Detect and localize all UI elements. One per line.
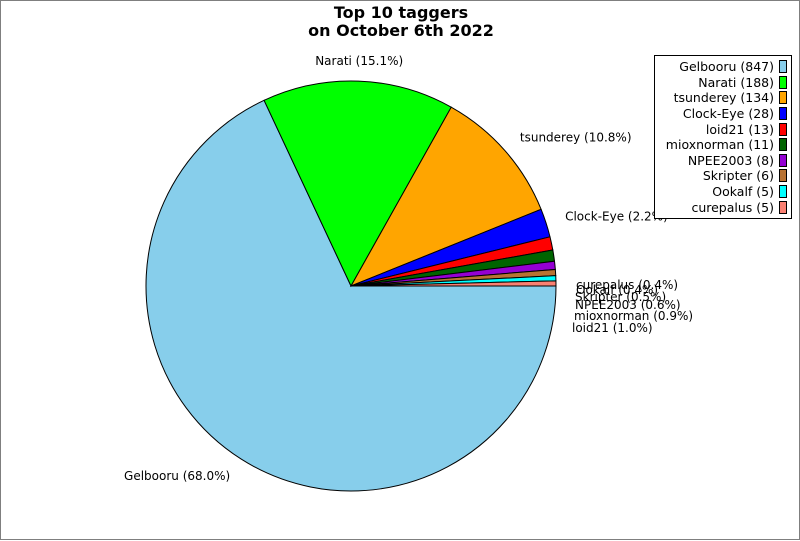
legend-swatch: [779, 107, 787, 121]
legend-label: Narati (188): [698, 74, 774, 90]
pie-slice-gelbooru: [145, 99, 557, 492]
pie-slice-narati: [263, 80, 452, 288]
legend-item-curepalus: curepalus (5): [655, 199, 787, 215]
legend-item-skripter: Skripter (6): [655, 168, 787, 184]
legend-swatch: [779, 169, 787, 183]
legend-label: Skripter (6): [702, 168, 774, 184]
legend-item-ookalf: Ookalf (5): [655, 184, 787, 200]
slice-label-loid21: loid21 (1.0%): [572, 321, 653, 335]
legend: Gelbooru (847) Narati (188) tsunderey (134…: [654, 55, 792, 219]
legend-item-loid21: loid21 (13): [655, 121, 787, 137]
slice-label-curepalus: curepalus (0.4%): [576, 278, 678, 292]
slice-label-gelbooru: Gelbooru (68.0%): [124, 469, 230, 483]
legend-swatch: [779, 200, 787, 214]
slice-label-ookalf: Ookalf (0.4%): [576, 283, 658, 297]
legend-label: Clock-Eye (28): [682, 106, 774, 122]
slice-label-mioxnorman: mioxnorman (0.9%): [574, 309, 693, 323]
legend-swatch: [779, 75, 787, 89]
slice-label-skripter: Skripter (0.5%): [575, 290, 666, 304]
slice-label-clock-eye: Clock-Eye (2.2%): [565, 210, 668, 224]
legend-label: Ookalf (5): [712, 184, 774, 200]
legend-item-tsunderey: tsunderey (134): [655, 90, 787, 106]
legend-swatch: [779, 91, 787, 105]
slice-label-tsunderey: tsunderey (10.8%): [520, 130, 632, 144]
slice-label-narati: Narati (15.1%): [315, 54, 403, 68]
pie-slice-curepalus: [350, 280, 557, 287]
slice-label-npee2003: NPEE2003 (0.6%): [575, 298, 681, 312]
legend-swatch: [779, 185, 787, 199]
legend-label: tsunderey (134): [673, 90, 774, 106]
legend-item-gelbooru: Gelbooru (847): [655, 59, 787, 75]
legend-label: mioxnorman (11): [665, 137, 774, 153]
legend-swatch: [779, 122, 787, 136]
legend-item-clock-eye: Clock-Eye (28): [655, 106, 787, 122]
legend-label: loid21 (13): [705, 121, 774, 137]
legend-label: NPEE2003 (8): [687, 152, 774, 168]
chart-title-line-2: on October 6th 2022: [308, 21, 494, 40]
legend-swatch: [779, 153, 787, 167]
legend-item-narati: Narati (188): [655, 75, 787, 91]
chart-title: Top 10 taggers on October 6th 2022: [1, 4, 800, 40]
chart-title-line-1: Top 10 taggers: [333, 3, 469, 22]
legend-item-npee2003: NPEE2003 (8): [655, 153, 787, 169]
legend-item-mioxnorman: mioxnorman (11): [655, 137, 787, 153]
legend-swatch: [779, 138, 787, 152]
legend-label: Gelbooru (847): [679, 59, 774, 75]
pie-slice-tsunderey: [349, 106, 542, 287]
legend-swatch: [779, 60, 787, 74]
legend-label: curepalus (5): [691, 199, 774, 215]
